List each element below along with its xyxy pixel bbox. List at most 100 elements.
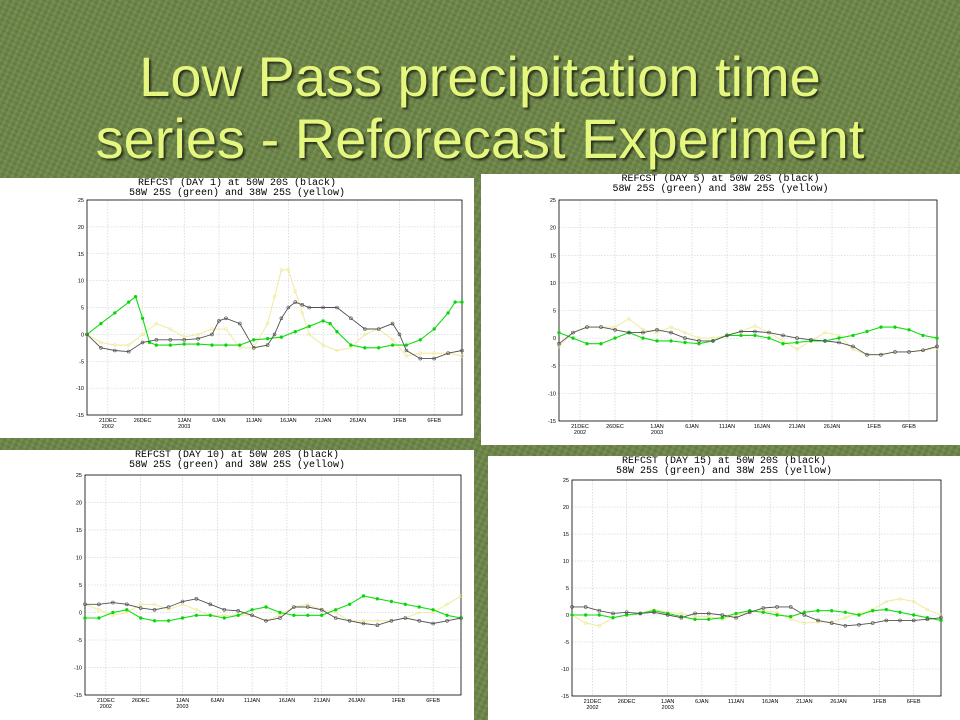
data-point-green (865, 329, 869, 334)
x-tick-label: 21DEC (571, 424, 589, 430)
x-tick-year: 2003 (651, 430, 663, 436)
data-point-green (335, 330, 339, 334)
data-point-black (857, 622, 861, 627)
y-tick-label: -15 (561, 694, 569, 700)
data-point-black (279, 316, 284, 321)
data-point-black (293, 300, 298, 304)
data-point-yellow (154, 321, 159, 326)
data-point-green (222, 616, 227, 620)
data-point-black (432, 356, 437, 361)
data-point-yellow (293, 289, 298, 294)
data-point-green (168, 343, 173, 347)
x-tick-label: 21DEC (584, 699, 602, 705)
data-point-green (125, 608, 129, 612)
x-tick-label: 26JAN (830, 699, 847, 705)
x-tick-label: 1FEB (867, 424, 881, 430)
x-tick-label: 26JAN (350, 418, 367, 424)
data-point-black (893, 350, 897, 354)
data-point-green (152, 619, 157, 623)
chart-day-15: REFCST (DAY 15) at 50W 20S (black)58W 25… (561, 456, 943, 711)
y-tick-label: -15 (74, 693, 82, 699)
data-point-yellow (460, 354, 464, 358)
data-point-green (180, 616, 185, 620)
data-point-black (168, 338, 173, 342)
data-point-black (747, 610, 752, 615)
data-point-yellow (279, 268, 284, 272)
chart-title: REFCST (DAY 5) at 50W 20S (black) (621, 174, 819, 185)
x-tick-label: 21JAN (796, 699, 813, 705)
chart-day-1: REFCST (DAY 1) at 50W 20S (black)58W 25S… (76, 178, 464, 430)
data-point-black (460, 348, 464, 353)
x-tick-year: 2002 (586, 705, 598, 711)
data-point-yellow (823, 330, 827, 335)
y-tick-label: -10 (74, 666, 82, 672)
data-point-black (734, 615, 738, 620)
data-point-black (140, 340, 145, 345)
data-point-green (693, 617, 697, 622)
data-point-yellow (138, 602, 143, 607)
data-point-yellow (335, 348, 339, 353)
data-point-yellow (196, 332, 200, 337)
chart-subtitle: 58W 25S (green) and 38W 25S (yellow) (612, 183, 828, 195)
data-point-green (431, 608, 435, 612)
data-point-black (397, 332, 402, 337)
data-point-black (362, 327, 367, 331)
y-tick-label: 20 (76, 501, 82, 507)
data-point-green (210, 343, 214, 347)
data-point-black (236, 609, 240, 613)
data-point-green (453, 300, 457, 304)
data-point-green (224, 343, 228, 347)
y-tick-label: 15 (563, 532, 569, 538)
x-tick-label: 1FEB (393, 418, 407, 424)
data-point-black (641, 330, 645, 335)
data-point-black (925, 617, 930, 622)
x-tick-label: 26DEC (134, 418, 152, 424)
y-tick-label: 0 (566, 613, 569, 619)
series-line-black (572, 606, 942, 627)
data-point-green (851, 333, 855, 338)
x-tick-year: 2003 (662, 705, 674, 711)
data-point-black (679, 615, 684, 620)
data-point-black (851, 344, 855, 349)
data-point-green (97, 616, 101, 620)
data-point-green (795, 340, 799, 345)
data-point-green (446, 311, 450, 315)
data-point-black (300, 303, 305, 307)
data-point-black (196, 336, 200, 341)
x-tick-label: 21DEC (99, 418, 117, 424)
y-tick-label: 25 (78, 198, 84, 204)
data-point-black (182, 338, 186, 342)
data-point-black (879, 352, 883, 357)
chart-subtitle: 58W 25S (green) and 38W 25S (yellow) (616, 465, 832, 477)
data-point-green (683, 340, 687, 345)
data-point-black (307, 305, 312, 310)
data-point-green (292, 613, 296, 618)
data-point-green (585, 342, 589, 346)
data-point-green (166, 619, 171, 623)
data-point-yellow (613, 325, 617, 329)
data-point-green (761, 610, 765, 615)
data-point-black (126, 349, 131, 354)
data-point-green (418, 338, 422, 342)
data-point-green (140, 316, 145, 321)
data-point-green (404, 343, 409, 347)
data-point-yellow (307, 332, 312, 337)
data-point-yellow (362, 332, 367, 337)
data-point-green (306, 613, 310, 618)
data-point-black (585, 325, 589, 329)
title-line-1: Low Pass precipitation time (139, 45, 821, 108)
data-point-green (375, 597, 380, 601)
data-point-yellow (140, 332, 145, 337)
data-point-yellow (459, 594, 463, 598)
y-tick-label: -5 (551, 364, 556, 370)
data-point-black (361, 621, 366, 626)
data-point-yellow (182, 335, 186, 339)
data-point-black (652, 610, 656, 615)
data-point-black (802, 613, 807, 617)
data-point-yellow (679, 611, 684, 616)
data-point-black (761, 606, 766, 610)
series-line-black (86, 301, 463, 360)
x-tick-label: 11JAN (246, 418, 262, 424)
data-point-black (599, 325, 603, 329)
x-tick-label: 21DEC (97, 698, 115, 704)
